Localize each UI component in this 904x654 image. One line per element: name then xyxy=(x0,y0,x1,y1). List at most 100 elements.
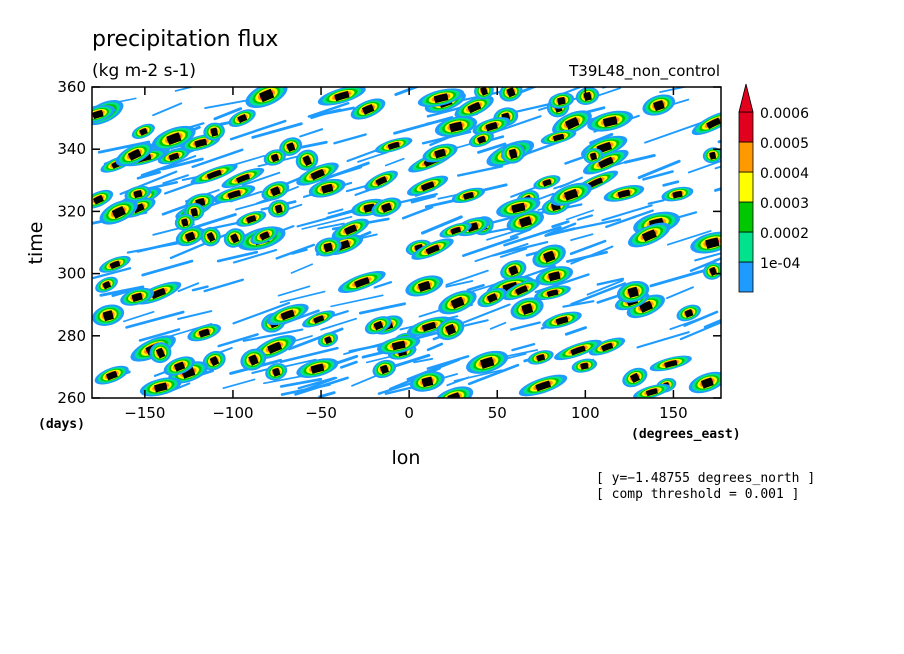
light-precip-streak xyxy=(683,310,719,327)
threshold-cell xyxy=(194,138,208,148)
colorbar-label: 0.0005 xyxy=(760,136,809,152)
threshold-cell xyxy=(323,242,333,253)
threshold-cell xyxy=(111,205,126,219)
x-tick-label: −150 xyxy=(124,404,165,422)
threshold-cell xyxy=(280,309,295,321)
y-tick-label: 260 xyxy=(57,389,86,407)
light-precip-streak xyxy=(141,259,194,277)
light-precip-streak xyxy=(229,119,287,141)
threshold-cell xyxy=(248,354,259,366)
light-precip-streak xyxy=(545,222,577,236)
light-precip-streak xyxy=(523,265,557,279)
colorbar-label: 0.0003 xyxy=(760,196,809,212)
light-precip-streak xyxy=(99,285,145,297)
y-axis-label: time xyxy=(25,222,47,265)
light-precip-streak xyxy=(122,311,155,323)
x-units-label: (degrees_east) xyxy=(631,427,741,442)
threshold-cell xyxy=(259,88,275,103)
threshold-cell xyxy=(373,320,384,331)
light-precip-streak xyxy=(152,102,183,117)
light-precip-streak xyxy=(576,214,594,221)
light-precip-streak xyxy=(474,242,529,263)
light-precip-streak xyxy=(642,170,674,181)
threshold-cell xyxy=(421,376,434,388)
colorbar-swatch xyxy=(738,201,754,233)
y-tick-label: 340 xyxy=(57,140,86,158)
light-precip-streak xyxy=(462,235,519,258)
light-precip-streak xyxy=(340,360,358,369)
threshold-cell xyxy=(313,315,325,324)
threshold-cell xyxy=(433,93,449,104)
annotation-threshold: [ comp threshold = 0.001 ] xyxy=(596,487,800,502)
light-precip-streak xyxy=(138,328,181,342)
light-precip-streak xyxy=(662,180,680,187)
y-units-label: (days) xyxy=(38,417,85,432)
threshold-cell xyxy=(684,309,694,318)
light-precip-streak xyxy=(357,151,388,163)
light-precip-streak xyxy=(251,122,303,139)
colorbar-swatch xyxy=(738,111,754,143)
light-precip-streak xyxy=(232,301,291,325)
threshold-cell xyxy=(361,104,375,115)
threshold-cell xyxy=(387,141,400,150)
light-precip-streak xyxy=(92,267,132,280)
threshold-cell xyxy=(557,96,566,106)
light-precip-streak xyxy=(509,321,541,331)
threshold-cell xyxy=(563,188,579,201)
light-precip-streak xyxy=(499,247,528,258)
threshold-cell xyxy=(521,303,534,315)
light-precip-streak xyxy=(477,142,507,154)
colorbar-overflow-arrow xyxy=(738,83,754,113)
threshold-cell xyxy=(535,380,552,392)
threshold-cell xyxy=(518,216,532,228)
threshold-cell xyxy=(450,226,462,235)
light-precip-streak xyxy=(287,327,344,351)
y-tick-label: 360 xyxy=(57,78,86,96)
colorbar-legend: 0.0006 0.0005 0.0004 0.0003 0.0002 1e-04 xyxy=(738,83,809,293)
threshold-cell xyxy=(653,99,665,112)
threshold-cell xyxy=(190,207,199,217)
threshold-cell xyxy=(508,148,518,160)
colorbar-label: 1e-04 xyxy=(760,256,800,272)
light-precip-streak xyxy=(393,116,454,135)
light-precip-streak xyxy=(502,349,539,358)
precipitation-field xyxy=(92,87,721,398)
threshold-cell xyxy=(102,281,112,290)
light-precip-streak xyxy=(318,391,336,398)
threshold-cell xyxy=(236,173,251,184)
light-precip-streak xyxy=(161,157,204,171)
light-precip-streak xyxy=(140,162,176,177)
light-precip-streak xyxy=(647,199,665,205)
light-precip-streak xyxy=(445,280,474,288)
threshold-cell xyxy=(310,168,325,181)
threshold-cell xyxy=(206,231,216,243)
threshold-cell xyxy=(274,204,283,214)
light-precip-streak xyxy=(125,310,185,329)
threshold-cell xyxy=(391,340,406,351)
light-precip-streak xyxy=(297,376,336,390)
threshold-cell xyxy=(168,152,180,161)
threshold-cell xyxy=(548,271,561,282)
light-precip-streak xyxy=(601,204,653,222)
light-precip-streak xyxy=(162,174,189,185)
light-precip-streak xyxy=(503,225,562,247)
light-precip-streak xyxy=(299,128,324,138)
threshold-cell xyxy=(542,179,552,187)
light-precip-streak xyxy=(649,268,709,288)
threshold-cell xyxy=(381,202,393,213)
threshold-cell xyxy=(645,388,658,397)
light-precip-streak xyxy=(410,194,436,204)
threshold-cell xyxy=(209,355,220,367)
light-precip-streak xyxy=(296,210,353,228)
threshold-cell xyxy=(272,367,281,377)
light-precip-streak xyxy=(553,182,570,190)
threshold-cell xyxy=(480,87,489,96)
colorbar-swatch xyxy=(738,171,754,203)
light-precip-streak xyxy=(446,376,470,387)
light-precip-streak xyxy=(637,159,681,180)
light-precip-streak xyxy=(301,216,353,230)
light-precip-streak xyxy=(290,263,314,274)
threshold-cell xyxy=(709,151,717,160)
light-precip-streak xyxy=(279,346,339,364)
x-tick-label: −100 xyxy=(212,404,253,422)
